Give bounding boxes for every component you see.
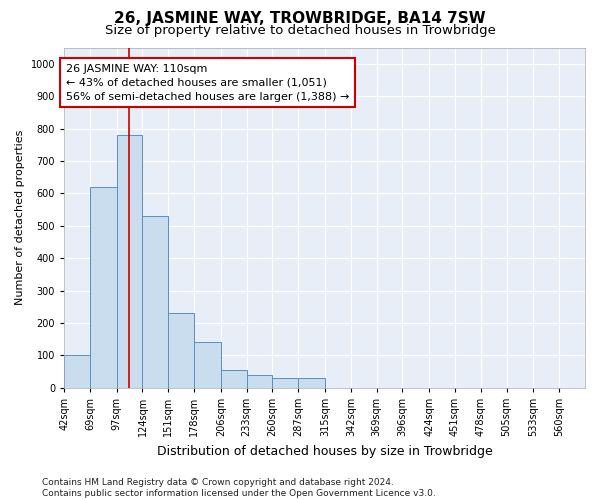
Text: Contains HM Land Registry data © Crown copyright and database right 2024.
Contai: Contains HM Land Registry data © Crown c… [42, 478, 436, 498]
Bar [168, 313, 194, 388]
Bar [221, 370, 247, 388]
Bar [272, 378, 298, 388]
Bar [194, 342, 221, 388]
Bar [142, 216, 168, 388]
Bar [90, 187, 116, 388]
Bar [64, 356, 90, 388]
X-axis label: Distribution of detached houses by size in Trowbridge: Distribution of detached houses by size … [157, 444, 493, 458]
Bar [247, 375, 272, 388]
Y-axis label: Number of detached properties: Number of detached properties [15, 130, 25, 306]
Text: 26, JASMINE WAY, TROWBRIDGE, BA14 7SW: 26, JASMINE WAY, TROWBRIDGE, BA14 7SW [114, 11, 486, 26]
Bar [116, 135, 142, 388]
Bar [298, 378, 325, 388]
Text: 26 JASMINE WAY: 110sqm
← 43% of detached houses are smaller (1,051)
56% of semi-: 26 JASMINE WAY: 110sqm ← 43% of detached… [66, 64, 349, 102]
Text: Size of property relative to detached houses in Trowbridge: Size of property relative to detached ho… [104, 24, 496, 37]
